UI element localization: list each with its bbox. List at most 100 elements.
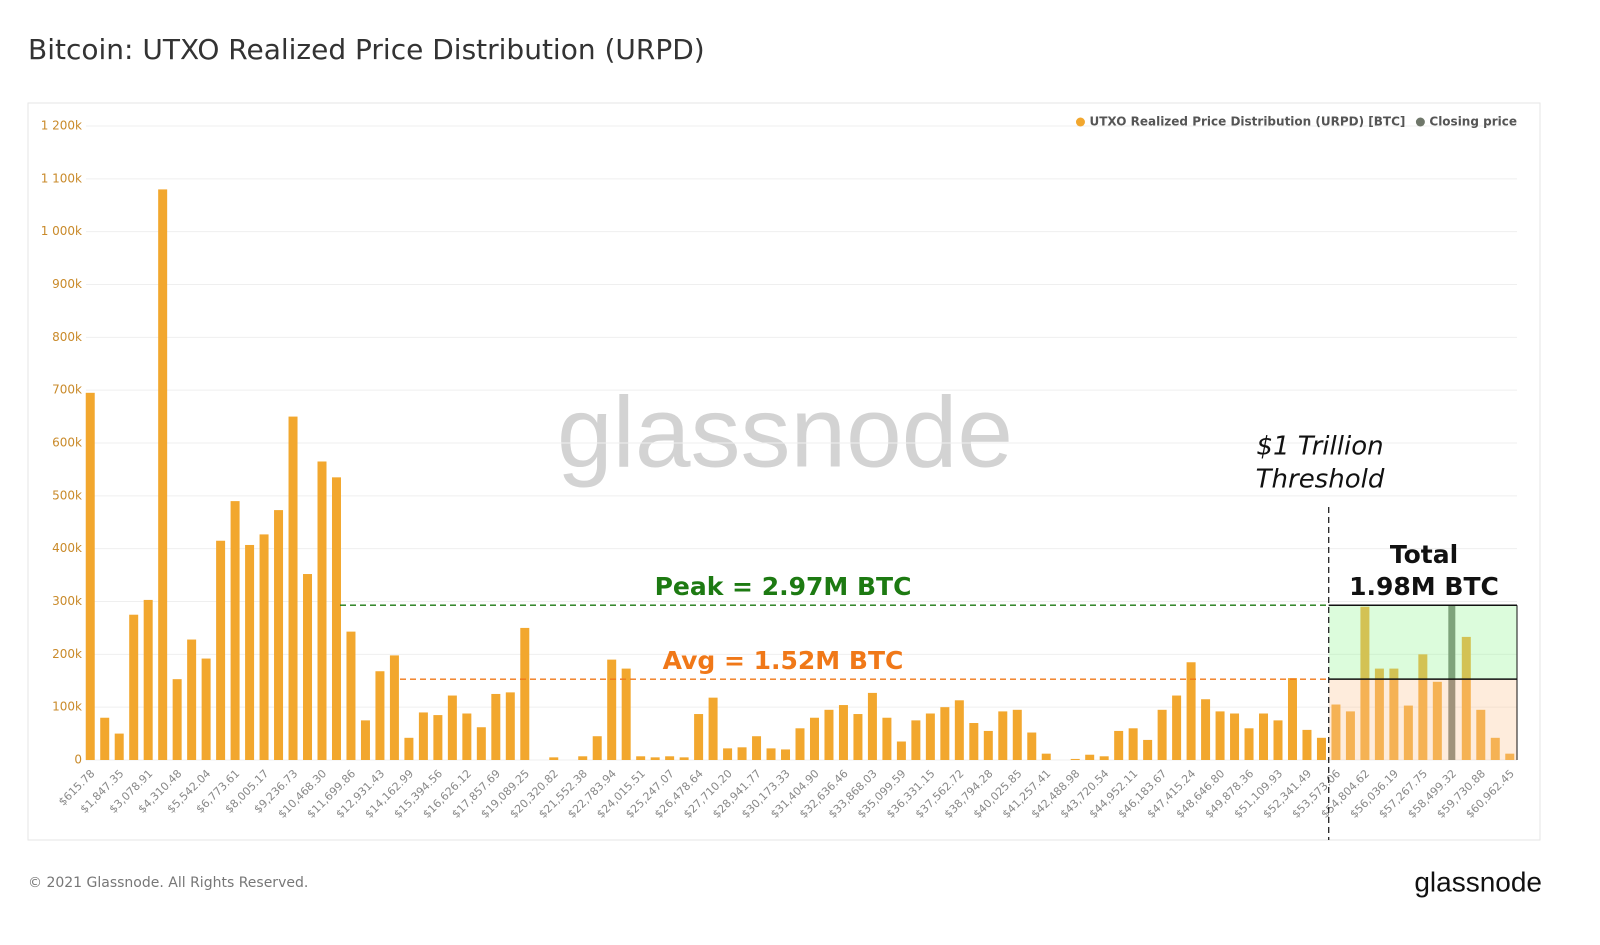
bar xyxy=(1302,729,1312,760)
bar xyxy=(1259,713,1269,760)
bar xyxy=(1490,737,1500,760)
bar xyxy=(1027,732,1037,760)
bar xyxy=(781,749,791,760)
bar xyxy=(114,733,124,760)
bar xyxy=(1186,662,1196,760)
bar xyxy=(404,737,414,760)
bar xyxy=(766,748,776,760)
bar xyxy=(1128,728,1138,760)
bar xyxy=(592,736,602,760)
bar xyxy=(1432,681,1442,760)
bar xyxy=(1070,758,1080,760)
threshold-label: $1 Trillion xyxy=(1256,432,1383,462)
bar xyxy=(940,707,950,760)
bar xyxy=(1505,753,1515,760)
y-tick-label: 900k xyxy=(52,277,82,291)
bar xyxy=(1461,636,1471,760)
chart-panel xyxy=(27,102,1541,841)
bar xyxy=(360,720,370,760)
bar xyxy=(1172,695,1182,760)
bar xyxy=(1345,711,1355,760)
bar xyxy=(1403,705,1413,760)
bar xyxy=(708,697,718,760)
bar xyxy=(621,668,631,760)
logo: glassnode xyxy=(1414,866,1542,897)
y-tick-label: 1 200k xyxy=(41,119,82,133)
bar xyxy=(679,757,689,760)
bar xyxy=(245,544,255,760)
threshold-label: Threshold xyxy=(1256,465,1385,495)
bar xyxy=(1230,713,1240,760)
bar xyxy=(607,659,617,760)
bar xyxy=(433,715,443,760)
bar xyxy=(100,717,110,760)
bar xyxy=(85,392,95,760)
bar xyxy=(462,713,472,760)
bar xyxy=(1316,737,1326,760)
bar xyxy=(650,757,660,760)
bar xyxy=(288,416,298,760)
bar xyxy=(1085,754,1095,760)
bar xyxy=(375,671,385,760)
bar xyxy=(911,720,921,760)
bar xyxy=(1418,654,1428,760)
bar xyxy=(838,705,848,760)
bar xyxy=(737,747,747,760)
watermark: glassnode xyxy=(557,376,1013,488)
bar xyxy=(520,627,530,760)
bar xyxy=(1157,709,1167,760)
bar xyxy=(129,614,139,760)
y-tick-label: 700k xyxy=(52,383,82,397)
bar xyxy=(1360,606,1370,760)
bar xyxy=(447,695,457,760)
bar xyxy=(853,714,863,760)
legend-marker xyxy=(1075,117,1085,127)
bar xyxy=(998,711,1008,760)
bar xyxy=(1476,709,1486,760)
bar xyxy=(1448,605,1456,760)
bar xyxy=(1273,720,1283,760)
threshold-box xyxy=(1328,605,1517,680)
bar xyxy=(187,639,197,760)
bar xyxy=(1143,739,1153,760)
bar xyxy=(1389,668,1399,760)
bar xyxy=(636,756,646,760)
bar xyxy=(317,461,327,760)
bar xyxy=(201,658,211,760)
chart-title: Bitcoin: UTXO Realized Price Distributio… xyxy=(28,33,705,66)
bar xyxy=(665,756,675,760)
y-tick-label: 1 000k xyxy=(41,224,82,238)
bar xyxy=(418,712,428,760)
bar xyxy=(925,713,935,760)
bar xyxy=(274,510,284,760)
y-tick-label: 400k xyxy=(52,541,82,555)
y-tick-label: 600k xyxy=(52,436,82,450)
bar xyxy=(158,189,168,760)
bar xyxy=(1287,678,1297,760)
total-label: Total xyxy=(1390,540,1458,569)
bar xyxy=(259,534,269,760)
bar xyxy=(694,714,704,760)
bar xyxy=(172,679,182,760)
bar xyxy=(578,756,588,760)
y-tick-label: 0 xyxy=(74,753,82,767)
bar xyxy=(867,692,877,760)
total-label: 1.98M BTC xyxy=(1349,572,1499,601)
bar xyxy=(1244,728,1254,760)
footer: © 2021 Glassnode. All Rights Reserved. xyxy=(28,875,308,891)
y-tick-label: 800k xyxy=(52,330,82,344)
y-tick-label: 300k xyxy=(52,594,82,608)
bar xyxy=(1099,756,1109,760)
bar xyxy=(216,540,226,760)
bar xyxy=(824,709,834,760)
legend-label: UTXO Realized Price Distribution (URPD) … xyxy=(1089,115,1405,129)
bar xyxy=(752,736,762,760)
bar xyxy=(230,501,240,760)
y-tick-label: 200k xyxy=(52,647,82,661)
bar xyxy=(983,730,993,760)
legend-marker xyxy=(1415,117,1425,127)
bar xyxy=(954,700,964,760)
bar xyxy=(491,693,501,760)
bar xyxy=(143,599,153,760)
